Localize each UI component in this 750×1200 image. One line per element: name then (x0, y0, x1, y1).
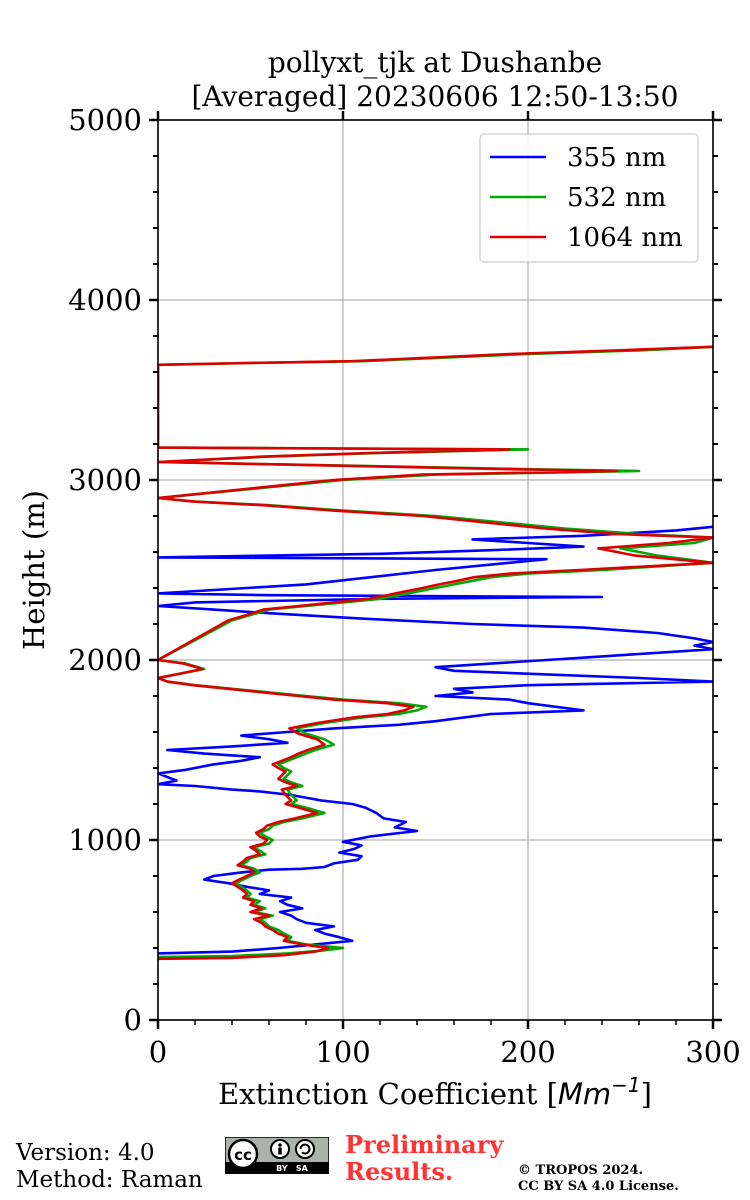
y-axis-label: Height (m) (17, 490, 51, 650)
y-tick-label: 1000 (68, 823, 142, 857)
x-axis-label-text: Extinction Coefficient [ (218, 1077, 558, 1111)
preliminary-label-line2: Results. (345, 1157, 454, 1186)
legend-box (479, 133, 699, 263)
cc-badge-terms: BY SA (276, 1164, 309, 1173)
x-tick-label: 100 (315, 1035, 370, 1069)
cc-license-badge: cc BY SA (225, 1137, 329, 1174)
preliminary-label-line1: Preliminary (345, 1130, 504, 1159)
x-tick-label: 300 (685, 1035, 740, 1069)
chart-title-line1: pollyxt_tjk at Dushanbe (268, 46, 602, 79)
x-tick-label: 200 (500, 1035, 555, 1069)
legend: 355 nm 532 nm 1064 nm (479, 133, 699, 263)
version-label: Version: 4.0 (16, 1140, 155, 1166)
legend-label: 1064 nm (567, 223, 683, 253)
series-layer (158, 345, 713, 961)
copyright-line2: CC BY SA 4.0 License. (518, 1179, 679, 1194)
x-tick-label: 0 (149, 1035, 167, 1069)
y-tick-label: 3000 (68, 463, 142, 497)
legend-label: 532 nm (567, 183, 666, 213)
y-tick-label: 2000 (68, 643, 142, 677)
x-axis-label: Extinction Coefficient [Mm−1] (218, 1073, 652, 1111)
extinction-chart: pollyxt_tjk at Dushanbe [Averaged] 20230… (17, 46, 741, 1111)
x-axis-label-unit: Mm (558, 1077, 611, 1111)
cc-icon-label: cc (234, 1146, 252, 1164)
chart-title-line2: [Averaged] 20230606 12:50-13:50 (192, 80, 679, 113)
y-tick-label: 5000 (68, 103, 142, 137)
y-tick-label: 0 (124, 1003, 142, 1037)
legend-label: 355 nm (567, 143, 666, 173)
x-axis-label-close: ] (641, 1077, 652, 1111)
plot-frame (157, 119, 714, 1021)
copyright-line1: © TROPOS 2024. (518, 1163, 644, 1178)
method-label: Method: Raman (16, 1167, 203, 1193)
y-tick-label: 4000 (68, 283, 142, 317)
sa-icon (295, 1139, 315, 1159)
series-line-355-nm (158, 525, 713, 955)
series-line-1064-nm (158, 345, 713, 961)
x-axis-label-exponent: −1 (611, 1073, 640, 1097)
cc-icon (227, 1138, 259, 1170)
